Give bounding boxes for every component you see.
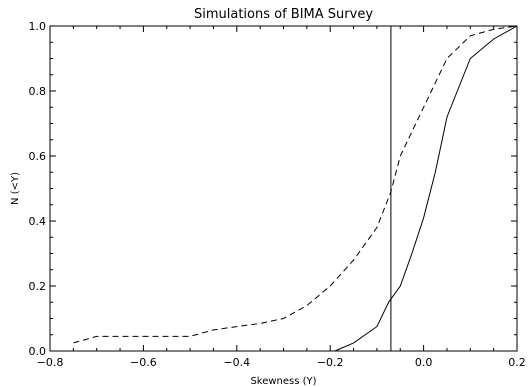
x-tick-label: −0.4 xyxy=(223,356,250,369)
dashed-series-line xyxy=(73,25,518,344)
x-tick-label: 0.2 xyxy=(508,356,526,369)
chart-title: Simulations of BIMA Survey xyxy=(194,7,373,22)
y-tick-label: 1.0 xyxy=(29,20,47,33)
x-tick-label: −0.8 xyxy=(37,356,64,369)
y-tick-label: 0.0 xyxy=(29,345,47,358)
y-tick-label: 0.6 xyxy=(29,150,47,163)
solid-series-line xyxy=(334,25,518,352)
plot-frame xyxy=(49,25,518,352)
x-tick-label: −0.6 xyxy=(130,356,157,369)
y-tick-label: 0.2 xyxy=(29,280,47,293)
x-tick-label: 0.0 xyxy=(415,356,433,369)
y-tick-label: 0.8 xyxy=(29,85,47,98)
y-tick-label: 0.4 xyxy=(29,215,47,228)
x-axis: −0.8 −0.6 −0.4 −0.2 0.0 0.2 xyxy=(37,26,526,369)
y-axis: 0.0 0.2 0.4 0.6 0.8 1.0 xyxy=(29,20,517,358)
x-tick-label: −0.2 xyxy=(317,356,344,369)
x-axis-title: Skewness (Y) xyxy=(250,376,316,387)
series-group xyxy=(73,25,518,352)
y-axis-title: N (<Y) xyxy=(10,172,21,205)
